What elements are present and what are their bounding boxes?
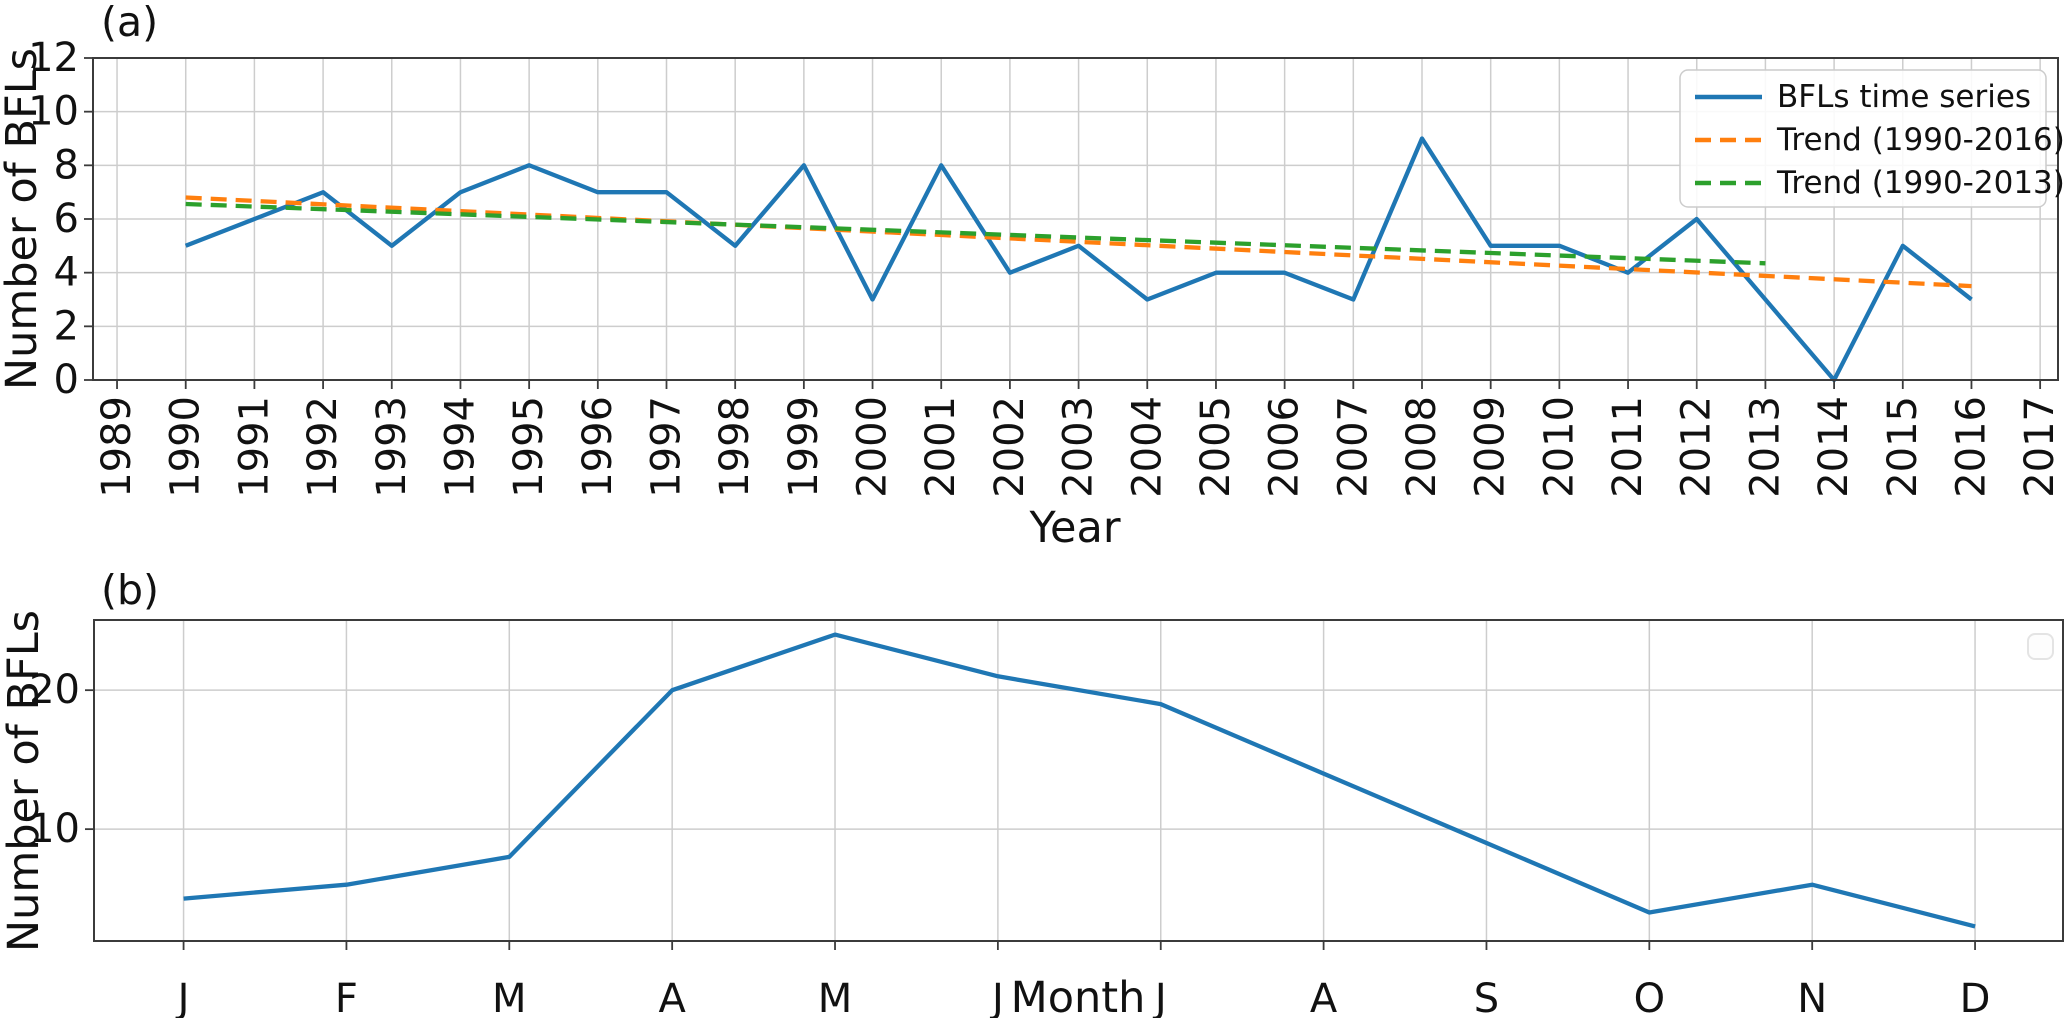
x-tick-label: J: [989, 976, 1004, 1018]
x-tick-label: S: [1474, 976, 1499, 1018]
x-tick-label: 2001: [918, 396, 964, 498]
plot-border: [93, 619, 2064, 942]
series-line-bfls-time-series: [184, 136, 1973, 383]
chart-a-x-axis-label: Year: [1029, 503, 1121, 553]
x-tick-label: 2007: [1330, 396, 1376, 498]
x-tick-label: 2015: [1880, 396, 1926, 498]
x-tick-label: 2002: [987, 396, 1033, 498]
x-tick-label: 2004: [1124, 396, 1170, 498]
panel-b-label: (b): [101, 566, 160, 614]
x-tick-label: 2012: [1674, 396, 1720, 498]
x-tick-label: M: [492, 976, 527, 1018]
x-tick-label: 2008: [1399, 396, 1445, 498]
y-tick-label: 8: [54, 142, 79, 188]
x-tick-label: 2003: [1056, 396, 1102, 498]
x-tick-label: 1991: [231, 396, 277, 498]
x-tick-label: 2006: [1262, 396, 1308, 498]
legend-label: BFLs time series: [1777, 79, 2031, 115]
x-tick-label: 2016: [1948, 396, 1994, 498]
empty-legend-box: [2027, 633, 2054, 660]
x-tick-label: 1995: [506, 396, 552, 498]
x-tick-label: O: [1634, 976, 1665, 1018]
legend-box: [1679, 69, 2047, 208]
x-tick-label: 2014: [1811, 396, 1857, 498]
x-tick-label: 1994: [437, 396, 483, 498]
x-tick-label: 2009: [1468, 396, 1514, 498]
x-tick-label: F: [335, 976, 358, 1018]
x-tick-label: A: [1310, 976, 1338, 1018]
x-tick-label: 2010: [1536, 396, 1582, 498]
x-tick-label: 1990: [163, 396, 209, 498]
chart-a-y-axis-label: Number of BFLs: [0, 47, 47, 391]
x-tick-label: M: [818, 976, 853, 1018]
x-tick-label: 1996: [575, 396, 621, 498]
x-tick-label: A: [658, 976, 686, 1018]
x-tick-label: 1999: [781, 396, 827, 498]
y-tick-label: 6: [54, 196, 79, 242]
y-tick-label: 12: [28, 35, 79, 81]
x-tick-label: 1993: [369, 396, 415, 498]
x-tick-label: 2017: [2017, 396, 2063, 498]
legend-label: Trend (1990-2016): [1776, 122, 2065, 158]
x-tick-label: N: [1797, 976, 1827, 1018]
y-tick-label: 10: [29, 806, 80, 852]
x-tick-label: J: [175, 976, 190, 1018]
panel-a-label: (a): [101, 0, 159, 46]
x-tick-label: 2005: [1193, 396, 1239, 498]
x-tick-label: D: [1960, 976, 1991, 1018]
chart-b-y-axis-label: Number of BFLs: [0, 609, 49, 953]
x-tick-label: 2011: [1605, 396, 1651, 498]
y-tick-label: 0: [54, 357, 79, 403]
x-tick-label: 1997: [643, 396, 689, 498]
y-tick-label: 4: [54, 250, 79, 296]
x-tick-label: 1989: [94, 396, 140, 498]
legend-label: Trend (1990-2013): [1776, 165, 2065, 201]
series-line-monthly: [183, 632, 1976, 929]
x-tick-label: 1992: [300, 396, 346, 498]
x-tick-label: 2013: [1742, 396, 1788, 498]
x-tick-label: 2000: [850, 396, 896, 498]
series-line-trend-1990-2013-: [185, 201, 1766, 266]
x-tick-label: J: [1152, 976, 1167, 1018]
y-tick-label: 10: [28, 89, 79, 135]
y-tick-label: 2: [54, 303, 79, 349]
series-line-trend-1990-2016-: [185, 195, 1972, 289]
chart-b-x-axis-label: Month: [1010, 973, 1146, 1018]
x-tick-label: 1998: [712, 396, 758, 498]
chart-a: 1989 1990 1991 1992 1993 1994 1995 1996 1997 1998…: [28, 35, 2065, 498]
y-tick-label: 20: [29, 667, 80, 713]
chart-b: J F M A M J J A S O N D 10 20: [29, 619, 2064, 1018]
